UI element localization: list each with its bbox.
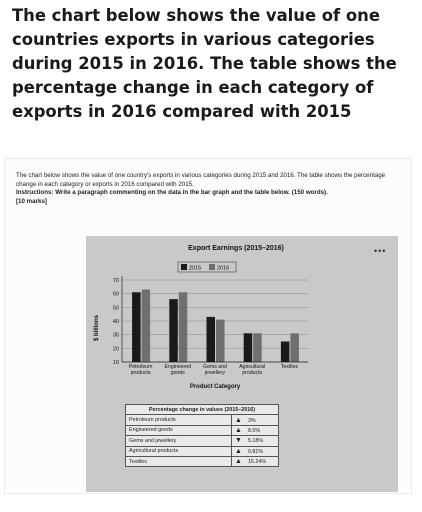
- y-tick-label: 20: [113, 346, 119, 352]
- bar-2016: [216, 319, 225, 362]
- intro-instructions: Instructions: Write a paragraph commenti…: [16, 189, 328, 197]
- table-change-value: 15.24%: [247, 459, 267, 466]
- x-tick-label: jewellery: [204, 370, 226, 376]
- y-axis-label: $ billions: [94, 314, 100, 341]
- x-tick-label: Textiles: [281, 364, 299, 370]
- percentage-change-table: Percentage change in values (2015–2016) …: [125, 403, 279, 468]
- bar-2015: [169, 299, 178, 362]
- table-category: Agricultural products: [125, 445, 232, 457]
- bars: [132, 289, 299, 362]
- table-change: ▲ 8.5%: [231, 424, 279, 437]
- bar-2016: [253, 333, 262, 362]
- table-change: ▲ 15.24%: [231, 455, 279, 468]
- table-category: Engineered goods: [125, 424, 232, 437]
- y-tick-label: 10: [113, 360, 119, 366]
- x-tick-label: Gems and: [203, 364, 227, 370]
- y-tick-label: 30: [113, 333, 119, 339]
- table-row: Petroleum products ▲ 3%: [125, 414, 279, 426]
- legend-label: 2016: [217, 266, 229, 272]
- table-change: ▼ 5.18%: [231, 435, 279, 447]
- table-change-value: 8.5%: [247, 427, 261, 434]
- x-tick-label: products: [131, 370, 151, 376]
- legend-swatch: [181, 264, 187, 270]
- table-category: Gems and jewellery: [125, 435, 232, 447]
- table-category: Petroleum products: [125, 414, 232, 426]
- bar-2015: [280, 341, 290, 362]
- intro-text: The chart below shows the value of one c…: [16, 172, 400, 206]
- intro-description: The chart below shows the value of one c…: [16, 172, 386, 188]
- table-change: ▲ 0.81%: [231, 445, 279, 457]
- bar-2016: [141, 289, 151, 362]
- chart-legend: 2015 2016: [177, 261, 237, 273]
- arrow-up-icon: ▲: [235, 447, 242, 455]
- table-title: Percentage change in values (2015–2016): [125, 403, 279, 416]
- arrow-up-icon: ▲: [235, 458, 242, 466]
- arrow-down-icon: ▼: [235, 437, 242, 445]
- x-axis-label: Product Category: [190, 384, 241, 390]
- table-change-value: 5.18%: [247, 438, 264, 445]
- x-tick-label: Engineered: [165, 364, 192, 370]
- y-tick-label: 50: [113, 305, 119, 311]
- x-tick-label: goods: [171, 370, 186, 376]
- table-category: Textiles: [125, 455, 232, 468]
- x-tick-label: Petroleum: [129, 364, 153, 370]
- y-tick-label: 70: [113, 278, 119, 284]
- arrow-up-icon: ▲: [235, 426, 242, 434]
- legend-box: [177, 261, 237, 273]
- x-tick-label: Agricultural: [239, 364, 265, 370]
- table-change-value: 3%: [247, 417, 256, 424]
- table-change-value: 0.81%: [247, 448, 264, 455]
- table-row: Textiles ▲ 15.24%: [125, 455, 279, 468]
- chart-title: Export Earnings (2015–2016): [188, 245, 284, 252]
- intro-marks: [10 marks]: [16, 197, 47, 205]
- y-axis: 10 20 30 40 50 60 70: [113, 276, 123, 366]
- bar-2015: [206, 316, 215, 362]
- y-tick-label: 60: [113, 292, 119, 298]
- table-row: Gems and jewellery ▼ 5.18%: [125, 435, 279, 447]
- legend-label: 2015: [189, 266, 201, 272]
- bar-2016: [178, 292, 188, 362]
- bar-2015: [243, 333, 253, 362]
- y-tick-label: 40: [113, 319, 119, 325]
- table-row: Engineered goods ▲ 8.5%: [125, 424, 279, 437]
- page-headline: The chart below shows the value of one c…: [12, 6, 397, 121]
- legend-swatch: [209, 264, 215, 270]
- bar-chart: Export Earnings (2015–2016) 2015 2016 10 2…: [94, 245, 308, 390]
- bar-2015: [132, 292, 141, 362]
- x-tick-label: products: [242, 370, 262, 376]
- bar-2016: [290, 333, 299, 362]
- table-row: Agricultural products ▲ 0.81%: [125, 445, 279, 457]
- table-change: ▲ 3%: [231, 414, 279, 426]
- arrow-up-icon: ▲: [235, 416, 242, 424]
- more-dots-icon[interactable]: •••: [374, 246, 387, 256]
